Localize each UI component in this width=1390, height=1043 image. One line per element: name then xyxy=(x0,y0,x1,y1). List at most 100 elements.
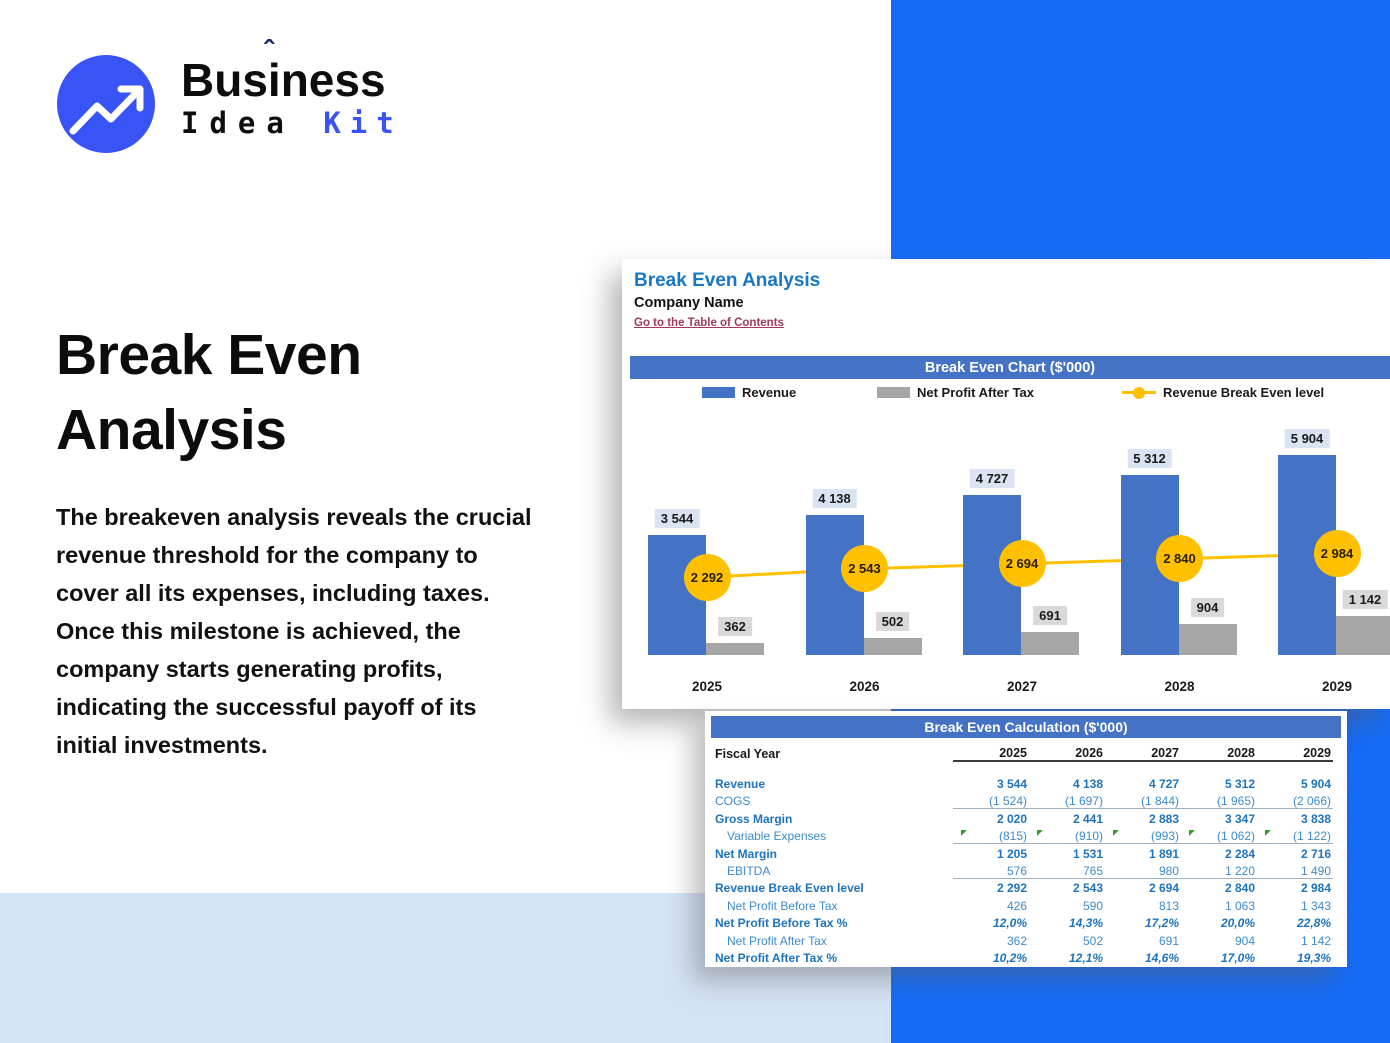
value-cell: 5 312 xyxy=(1224,777,1255,792)
value-cell: 980 xyxy=(1158,863,1179,878)
legend-swatch-1 xyxy=(877,387,910,398)
value-cell: 2 840 xyxy=(1224,881,1255,896)
value-cell: 12,0% xyxy=(992,916,1027,931)
value-cell: 426 xyxy=(1006,898,1027,913)
brand-logo: Busi ˆ ness Idea Kit xyxy=(57,35,403,153)
fiscal-year-header-row: Fiscal Year 2025 2026 2027 2028 2029 xyxy=(715,745,1335,762)
legend-swatch-0 xyxy=(702,387,735,398)
value-cell: 2 543 xyxy=(1072,881,1103,896)
value-cell: 1 490 xyxy=(1300,863,1331,878)
comment-flag-icon xyxy=(1113,829,1119,836)
trend-arrow-icon xyxy=(57,55,155,153)
value-cell: 12,1% xyxy=(1068,950,1103,965)
value-cell: 14,3% xyxy=(1068,916,1103,931)
value-cell: 1 891 xyxy=(1148,846,1179,861)
value-cell: 5 904 xyxy=(1300,777,1331,792)
value-cell: 362 xyxy=(1006,933,1027,948)
value-cell: 4 138 xyxy=(1072,777,1103,792)
legend-item-revenue-break-even-level: Revenue Break Even level xyxy=(1122,385,1324,400)
chart-legend: Revenue Net Profit After Tax Revenue Break… xyxy=(622,385,1390,403)
chart-category-axis: 2025 2026 2027 2028 2029 xyxy=(622,679,1390,699)
axis-year-label: 2025 xyxy=(691,679,723,694)
break-even-marker: 2 292 xyxy=(683,553,731,601)
row-label: COGS xyxy=(715,794,751,809)
value-cell: (1 062) xyxy=(1181,829,1257,843)
bar-group-2029: 5 904 1 142 2 984 xyxy=(1262,405,1390,655)
value-cell: 2 716 xyxy=(1300,846,1331,861)
value-cell: 1 205 xyxy=(996,846,1027,861)
value-cell: 3 544 xyxy=(996,777,1027,792)
table-row-net-profit-before-tax: Net Profit Before Tax 426 590 813 1 063 1 343 xyxy=(715,897,1335,914)
row-label: Revenue xyxy=(715,777,766,792)
value-cell: (1 122) xyxy=(1257,829,1333,843)
value-cell: 3 347 xyxy=(1224,811,1255,826)
table-row-variable-expenses: Variable Expenses (815) (910) (993) (1 062)(… xyxy=(715,828,1335,845)
value-cell: 765 xyxy=(1082,863,1103,878)
data-label: 502 xyxy=(875,612,910,631)
brand-name: Busi ˆ ness xyxy=(181,35,386,106)
value-cell: (1 524) xyxy=(988,793,1027,808)
brand-subname: Idea Kit xyxy=(181,106,403,140)
table-row-revenue-break-even-level: Revenue Break Even level 2 292 2 543 2 694 2… xyxy=(715,880,1335,897)
value-cell: 2 292 xyxy=(996,881,1027,896)
break-even-marker: 2 543 xyxy=(841,545,888,593)
column-header: 2029 xyxy=(1303,745,1331,760)
value-cell: 904 xyxy=(1234,933,1255,948)
value-cell: 2 441 xyxy=(1072,811,1103,826)
table-of-contents-link[interactable]: Go to the Table of Contents xyxy=(634,317,784,329)
chart-title-bar: Break Even Chart ($'000) xyxy=(630,356,1390,379)
row-label: Gross Margin xyxy=(715,811,793,826)
brand-caret-accent: ˆ xyxy=(263,35,274,68)
table-row-revenue: Revenue 3 544 4 138 4 727 5 312 5 904 xyxy=(715,775,1335,792)
value-cell: 1 063 xyxy=(1224,898,1255,913)
row-label: Revenue Break Even level xyxy=(715,881,864,896)
value-cell: (815) xyxy=(953,829,1029,843)
comment-flag-icon xyxy=(1037,829,1043,836)
value-cell: (910) xyxy=(1029,829,1105,843)
data-label: 5 904 xyxy=(1284,428,1330,448)
row-label: EBITDA xyxy=(727,864,771,879)
brand-wordmark: Busi ˆ ness Idea Kit xyxy=(181,35,403,141)
value-cell: (1 965) xyxy=(1216,793,1255,808)
net-profit-after-tax-bar xyxy=(1021,631,1079,655)
legend-item-net-profit-after-tax: Net Profit After Tax xyxy=(877,385,1034,400)
value-cell: 502 xyxy=(1082,933,1103,948)
page-title: Break Even Analysis xyxy=(56,323,362,462)
table-row-net-profit-before-tax-: Net Profit Before Tax % 12,0% 14,3% 17,2% 20… xyxy=(715,915,1335,932)
legend-line-swatch-2 xyxy=(1122,386,1156,399)
calculation-table-card: Break Even Calculation ($'000) Fiscal Ye… xyxy=(705,711,1347,967)
break-even-marker: 2 984 xyxy=(1313,530,1361,578)
company-name: Company Name xyxy=(634,295,744,311)
table-row-ebitda: EBITDA 576 765 980 1 220 1 490 xyxy=(715,862,1335,879)
value-cell: 2 883 xyxy=(1148,811,1179,826)
value-cell: 1 531 xyxy=(1072,846,1103,861)
data-label: 5 312 xyxy=(1127,448,1172,468)
column-header: 2027 xyxy=(1151,745,1179,760)
legend-label: Revenue Break Even level xyxy=(1163,385,1325,400)
column-header: 2025 xyxy=(999,745,1027,760)
value-cell: 14,6% xyxy=(1144,950,1179,965)
sheet-title: Break Even Analysis xyxy=(634,270,821,291)
value-cell: 22,8% xyxy=(1296,916,1331,931)
net-profit-after-tax-bar xyxy=(1336,616,1390,655)
axis-year-label: 2026 xyxy=(849,679,880,694)
bar-group-2028: 5 312 904 2 840 xyxy=(1105,405,1255,655)
spreadsheet-chart-card: Break Even Analysis Company Name Go to t… xyxy=(622,259,1390,709)
comment-flag-icon xyxy=(1265,829,1271,836)
data-label: 4 727 xyxy=(969,468,1015,488)
calculation-table: Fiscal Year 2025 2026 2027 2028 2029 Revenue 3 … xyxy=(715,745,1335,967)
value-cell: 20,0% xyxy=(1220,916,1255,931)
value-cell: 17,2% xyxy=(1144,916,1179,931)
value-cell: 1 220 xyxy=(1224,863,1255,878)
data-label: 1 142 xyxy=(1342,590,1388,610)
data-label: 4 138 xyxy=(812,488,857,508)
row-label: Net Margin xyxy=(715,846,778,861)
comment-flag-icon xyxy=(961,829,967,836)
net-profit-after-tax-bar xyxy=(706,642,764,655)
break-even-marker: 2 840 xyxy=(1156,535,1203,583)
axis-year-label: 2027 xyxy=(1006,679,1038,694)
bar-group-2027: 4 727 691 2 694 xyxy=(947,405,1097,655)
value-cell: 2 694 xyxy=(1148,881,1179,896)
legend-item-revenue: Revenue xyxy=(702,385,796,400)
